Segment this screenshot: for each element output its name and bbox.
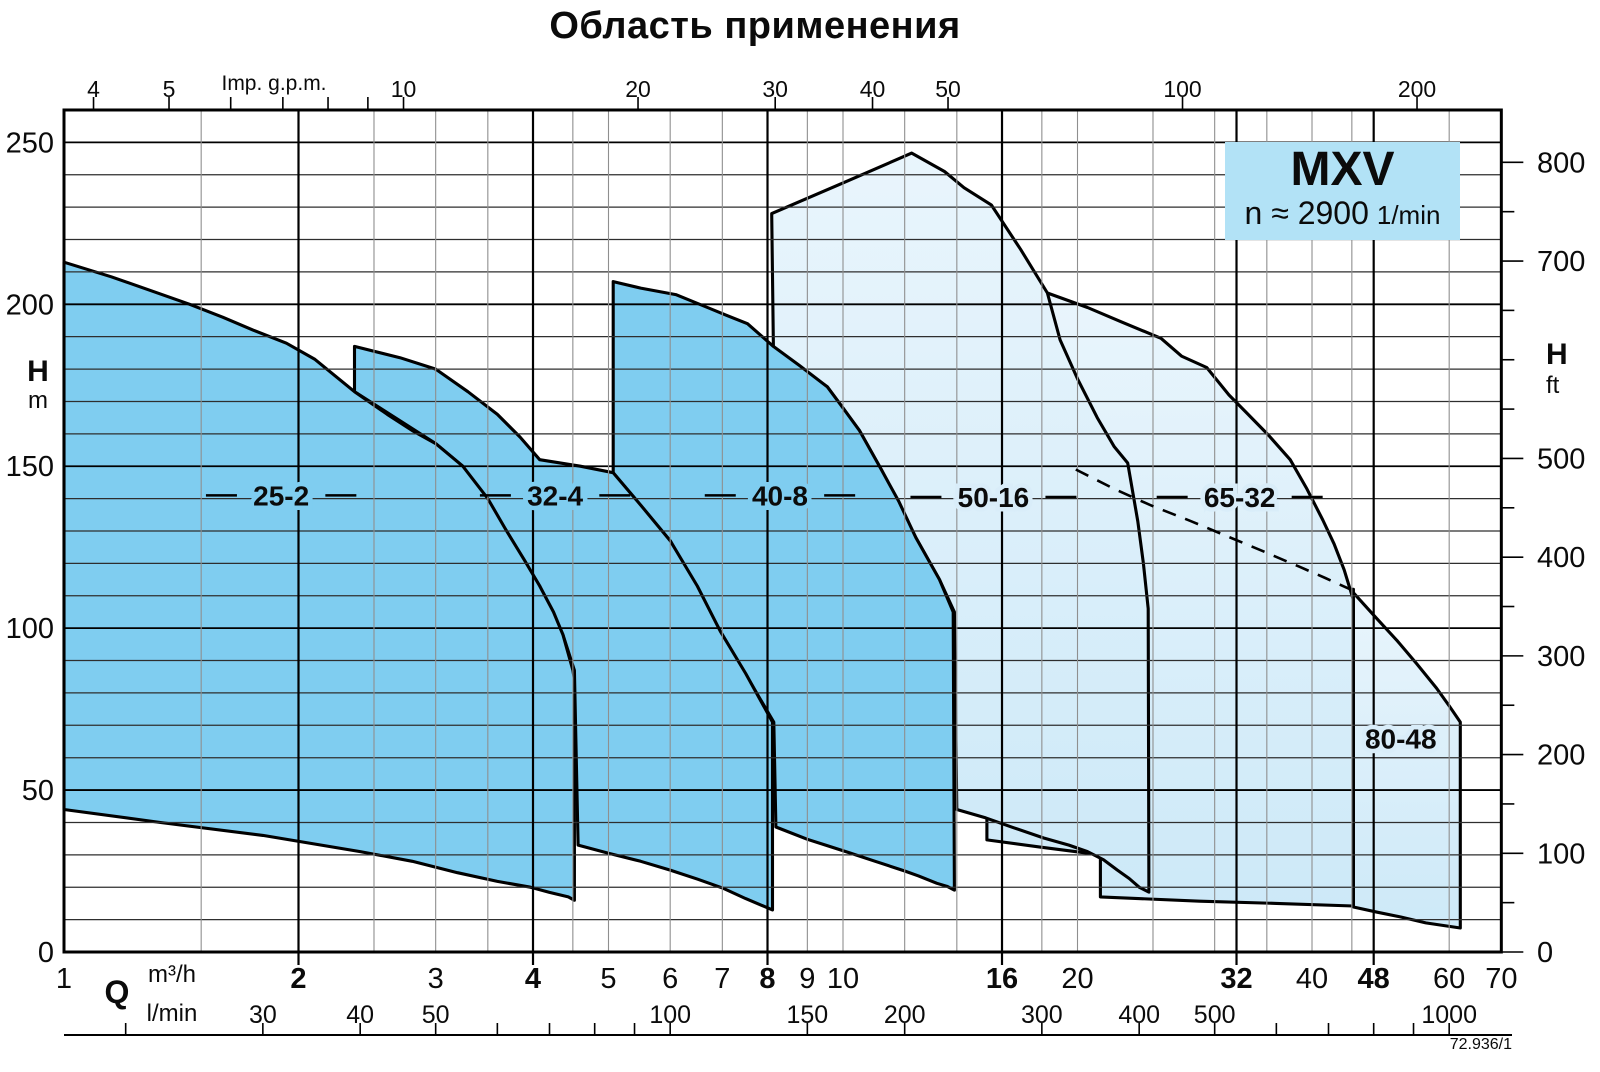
svg-text:30: 30 xyxy=(762,76,788,102)
svg-text:40: 40 xyxy=(346,1001,374,1029)
right-axis-symbol: H xyxy=(1546,338,1568,371)
svg-text:400: 400 xyxy=(1537,542,1585,574)
svg-text:10: 10 xyxy=(391,76,417,102)
svg-text:20: 20 xyxy=(625,76,651,102)
svg-text:50-16: 50-16 xyxy=(958,482,1030,513)
svg-text:3: 3 xyxy=(428,963,444,995)
svg-text:500: 500 xyxy=(1537,443,1585,475)
svg-text:4: 4 xyxy=(525,963,541,995)
svg-text:16: 16 xyxy=(986,963,1018,995)
svg-text:150: 150 xyxy=(786,1001,828,1029)
legend-speed-unit: 1/min xyxy=(1376,200,1441,230)
legend-speed-value: n ≈ 2900 xyxy=(1244,195,1369,231)
svg-text:40: 40 xyxy=(1296,963,1328,995)
svg-text:200: 200 xyxy=(884,1001,926,1029)
bottom-axis-unit-lmin: l/min xyxy=(146,1000,198,1027)
svg-text:8: 8 xyxy=(759,963,775,995)
svg-text:300: 300 xyxy=(1021,1001,1063,1029)
flow-quantity-label: Q xyxy=(104,974,130,1010)
top-axis-unit: Imp. g.p.m. xyxy=(221,72,327,95)
svg-text:200: 200 xyxy=(6,289,54,321)
svg-text:20: 20 xyxy=(1061,963,1093,995)
svg-text:300: 300 xyxy=(1537,641,1585,673)
svg-text:150: 150 xyxy=(6,451,54,483)
svg-text:100: 100 xyxy=(1163,76,1201,102)
legend-box: MXV n ≈ 2900 1/min xyxy=(1225,142,1460,240)
svg-text:4: 4 xyxy=(87,76,100,102)
svg-text:48: 48 xyxy=(1358,963,1390,995)
svg-text:9: 9 xyxy=(799,963,815,995)
svg-text:200: 200 xyxy=(1537,740,1585,772)
svg-text:7: 7 xyxy=(714,963,730,995)
svg-text:2: 2 xyxy=(290,963,306,995)
right-axis-unit-text: ft xyxy=(1546,372,1560,399)
grid-layer xyxy=(64,109,1502,952)
svg-text:50: 50 xyxy=(22,775,54,807)
svg-text:700: 700 xyxy=(1537,246,1585,278)
svg-text:400: 400 xyxy=(1118,1001,1160,1029)
bottom-axis-unit-m3h: m³/h xyxy=(148,961,196,988)
svg-text:5: 5 xyxy=(600,963,616,995)
svg-text:250: 250 xyxy=(6,127,54,159)
region-25-2 xyxy=(62,260,576,902)
svg-text:5: 5 xyxy=(163,76,176,102)
svg-text:32: 32 xyxy=(1220,963,1252,995)
svg-text:10: 10 xyxy=(827,963,859,995)
regions-layer xyxy=(62,151,1462,930)
svg-text:100: 100 xyxy=(6,613,54,645)
svg-text:30: 30 xyxy=(249,1001,277,1029)
svg-text:40: 40 xyxy=(860,76,886,102)
svg-text:65-32: 65-32 xyxy=(1204,482,1276,513)
svg-text:100: 100 xyxy=(1537,838,1585,870)
svg-text:200: 200 xyxy=(1398,76,1436,102)
plot-border xyxy=(62,108,1503,954)
region-80-48 xyxy=(1348,587,1462,930)
left-axis-unit-text: m xyxy=(28,387,48,414)
svg-text:60: 60 xyxy=(1433,963,1465,995)
svg-text:25-2: 25-2 xyxy=(253,480,309,511)
dashed-hidden-boundary xyxy=(1075,468,1351,591)
svg-text:50: 50 xyxy=(422,1001,450,1029)
svg-text:32-4: 32-4 xyxy=(527,480,583,511)
svg-text:0: 0 xyxy=(38,937,54,969)
right-axis-unit: H ft xyxy=(1538,338,1598,400)
svg-text:80-48: 80-48 xyxy=(1365,723,1437,754)
left-axis-unit: H m xyxy=(14,356,62,414)
dashed-layer xyxy=(1075,468,1351,591)
svg-text:70: 70 xyxy=(1485,963,1517,995)
page-title: Область применения xyxy=(549,5,961,47)
svg-text:50: 50 xyxy=(935,76,961,102)
svg-text:500: 500 xyxy=(1194,1001,1236,1029)
svg-text:800: 800 xyxy=(1537,147,1585,179)
region-labels-layer: 80-48 65-32 50-16 40-8 32-4 25-2 xyxy=(205,476,1441,759)
svg-text:0: 0 xyxy=(1537,937,1553,969)
svg-text:100: 100 xyxy=(649,1001,691,1029)
svg-text:1: 1 xyxy=(56,963,72,995)
svg-text:40-8: 40-8 xyxy=(752,480,808,511)
legend-speed: n ≈ 2900 1/min xyxy=(1225,196,1460,232)
drawing-reference: 72.936/1 xyxy=(1449,1036,1512,1053)
legend-model: MXV xyxy=(1290,143,1395,196)
svg-text:1000: 1000 xyxy=(1421,1001,1477,1029)
svg-text:6: 6 xyxy=(662,963,678,995)
left-axis-symbol: H xyxy=(27,355,49,388)
